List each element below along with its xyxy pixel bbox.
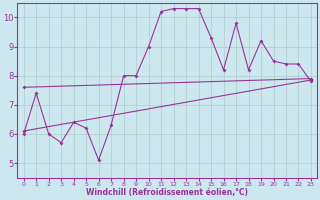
X-axis label: Windchill (Refroidissement éolien,°C): Windchill (Refroidissement éolien,°C) — [86, 188, 248, 197]
